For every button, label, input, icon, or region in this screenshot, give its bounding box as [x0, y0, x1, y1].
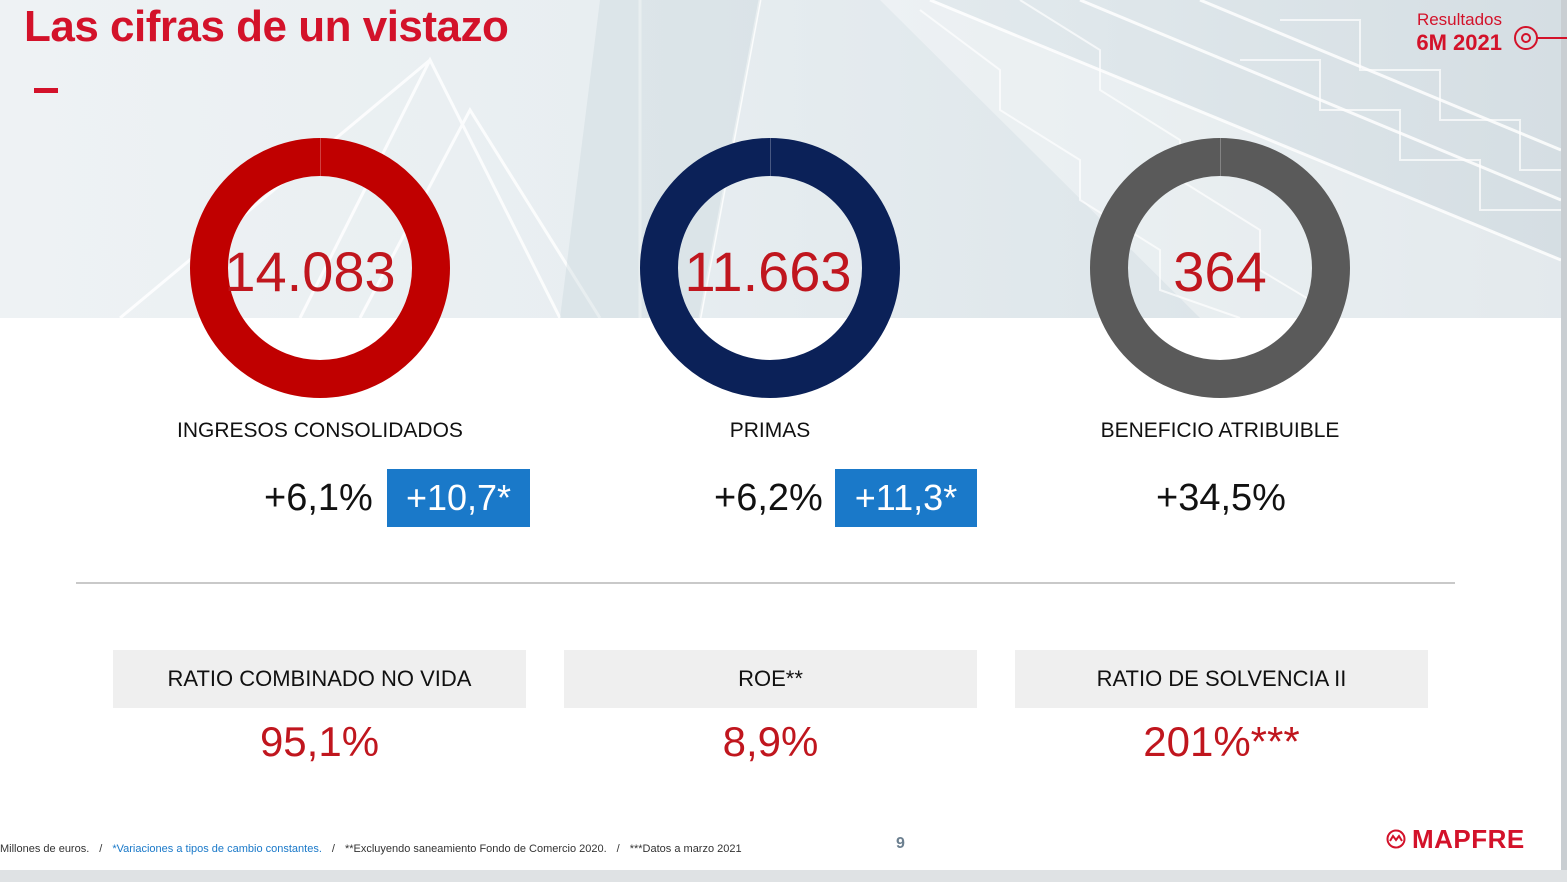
ratio-head-combinado: RATIO COMBINADO NO VIDA [113, 650, 526, 708]
target-icon [1514, 26, 1567, 50]
mapfre-logo: MAPFRE [1386, 823, 1525, 854]
ratio-head-roe: ROE** [564, 650, 977, 708]
ratio-value-combinado: 95,1% [259, 718, 380, 765]
logo-text: MAPFRE [1412, 823, 1525, 854]
footnote-separator: / [99, 843, 103, 855]
label-beneficio: BENEFICIO ATRIBUIBLE [1100, 419, 1340, 442]
page-number: 9 [896, 835, 905, 852]
label-primas: PRIMAS [729, 419, 811, 442]
value-primas: 11.663 [684, 240, 852, 303]
value-ingresos: 14.083 [224, 240, 396, 303]
footnotes: Millones de euros. / *Variaciones a tipos … [0, 843, 742, 855]
ratio-value-roe: 8,9% [722, 718, 819, 765]
footnote-separator: / [616, 843, 620, 855]
footnote-roe: **Excluyendo saneamiento Fondo de Comerc… [344, 843, 607, 855]
page-title: Las cifras de un vistazo [24, 2, 509, 51]
growth-constant-primas: +11,3* [835, 469, 977, 527]
results-badge: Resultados 6M 2021 [1416, 10, 1502, 56]
growth-beneficio: +34,5% [1156, 477, 1286, 519]
footnote-fx: *Variaciones a tipos de cambio constante… [112, 843, 322, 855]
footnote-units: Millones de euros. [0, 843, 90, 855]
right-edge-bar [1561, 0, 1567, 882]
growth-constant-ingresos: +10,7* [387, 469, 530, 527]
badge-label: Resultados [1416, 10, 1502, 29]
badge-period: 6M 2021 [1416, 30, 1502, 55]
value-beneficio: 364 [1173, 240, 1267, 303]
mapfre-emblem-icon [1386, 829, 1406, 849]
ratio-value-solvencia: 201%*** [1143, 718, 1300, 765]
growth-primas: +6,2% [714, 477, 823, 519]
ratio-head-solvencia: RATIO DE SOLVENCIA II [1015, 650, 1428, 708]
section-divider [76, 582, 1455, 584]
footnote-separator: / [331, 843, 335, 855]
growth-ingresos: +6,1% [264, 477, 373, 519]
title-underline [34, 88, 58, 93]
footnote-solvency: ***Datos a marzo 2021 [629, 843, 742, 855]
label-ingresos: INGRESOS CONSOLIDADOS [177, 419, 463, 442]
bottom-edge-bar [0, 870, 1567, 882]
